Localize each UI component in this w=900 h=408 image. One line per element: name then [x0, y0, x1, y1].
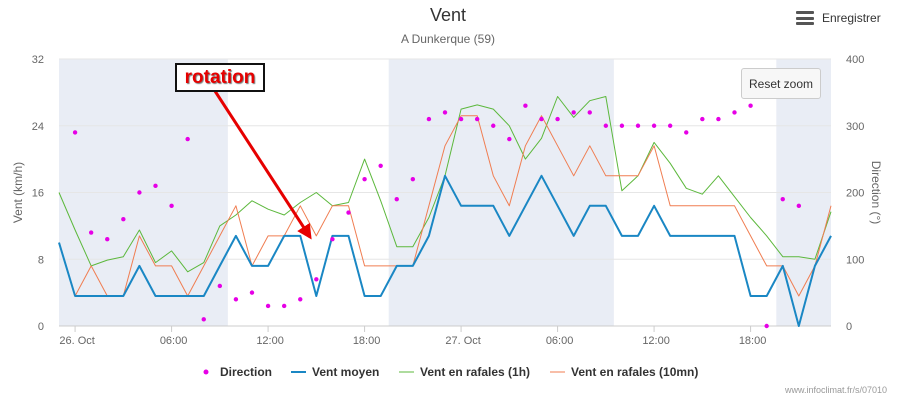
legend-marker-direction: [203, 369, 209, 375]
direction-point: [571, 110, 576, 115]
legend-label-rafales-1h: Vent en rafales (1h): [420, 365, 530, 379]
legend-label-rafales-10mn: Vent en rafales (10mn): [571, 365, 698, 379]
x-tick-label: 27. Oct: [445, 335, 480, 347]
direction-point: [72, 130, 78, 135]
direction-point: [233, 297, 239, 302]
direction-point: [169, 203, 174, 209]
direction-point: [153, 183, 158, 189]
direction-point: [732, 110, 737, 115]
grid-lines: [59, 58, 831, 327]
direction-point: [362, 176, 367, 182]
direction-point: [265, 303, 271, 309]
direction-point: [298, 297, 303, 302]
direction-point: [105, 237, 110, 242]
direction-point: [667, 123, 673, 128]
rotation-annotation-label: rotation: [184, 67, 256, 88]
direction-point: [523, 103, 528, 108]
legend-item-direction[interactable]: Direction: [203, 365, 273, 379]
hamburger-menu-icon: [796, 11, 814, 25]
x-tick-label: 12:00: [642, 335, 670, 347]
y-left-tick-label: 16: [32, 188, 44, 200]
x-tick-label: 12:00: [256, 335, 284, 347]
direction-point: [619, 123, 625, 128]
direction-point: [88, 230, 94, 235]
legend: Direction Vent moyen Vent en rafales (1h…: [203, 365, 698, 379]
direction-point: [748, 103, 753, 108]
x-tick-label: 18:00: [353, 335, 381, 347]
direction-point: [587, 110, 592, 115]
direction-point: [700, 116, 705, 122]
direction-point: [217, 283, 223, 289]
y-left-tick-label: 8: [38, 254, 44, 266]
export-button[interactable]: Enregistrer: [796, 11, 881, 25]
legend-label-direction: Direction: [220, 365, 272, 379]
direction-point: [539, 116, 544, 122]
y-right-tick-label: 200: [846, 188, 864, 200]
direction-point: [780, 196, 785, 202]
direction-point: [716, 116, 721, 122]
direction-point: [410, 176, 416, 182]
rotation-annotation: rotation: [175, 63, 265, 92]
legend-label-vent-moyen: Vent moyen: [312, 365, 379, 379]
export-label: Enregistrer: [822, 11, 881, 25]
direction-point: [426, 116, 432, 122]
direction-point: [474, 116, 480, 122]
direction-point: [442, 110, 448, 115]
annotation-arrow: [211, 87, 312, 240]
direction-point: [764, 323, 769, 329]
chart-subtitle: A Dunkerque (59): [400, 32, 496, 46]
y-left-tick-label: 0: [38, 321, 44, 333]
direction-point: [394, 196, 399, 202]
direction-point: [121, 217, 126, 222]
x-tick-label: 18:00: [739, 335, 767, 347]
direction-point: [137, 190, 142, 195]
chart-title: Vent: [429, 5, 467, 25]
direction-point: [635, 123, 641, 128]
direction-point: [458, 116, 464, 122]
direction-point: [346, 210, 351, 215]
direction-point: [314, 277, 319, 282]
direction-point: [651, 123, 657, 128]
reset-zoom-button[interactable]: Reset zoom: [741, 68, 821, 99]
x-tick-label: 06:00: [160, 335, 188, 347]
y-left-tick-label: 24: [32, 121, 44, 133]
y-right-tick-label: 0: [846, 321, 852, 333]
direction-point: [185, 136, 190, 142]
y-right-tick-label: 400: [846, 54, 864, 66]
direction-point: [378, 163, 383, 168]
direction-point: [603, 123, 609, 128]
legend-item-vent-moyen[interactable]: Vent moyen: [291, 365, 379, 379]
series-line-vent-moyen: [58, 174, 832, 327]
direction-point: [507, 136, 512, 142]
direction-point: [684, 130, 689, 135]
y-right-tick-label: 300: [846, 121, 864, 133]
x-tick-label: 26. Oct: [59, 335, 94, 347]
direction-point: [201, 317, 206, 322]
direction-point: [491, 123, 496, 128]
axes: 0 8 16 24 32 0 100 200 300 400 26. Oct 06:00 12:00 18…: [11, 54, 883, 347]
direction-point: [330, 237, 335, 242]
y-right-tick-label: 100: [846, 254, 864, 266]
x-tick-label: 06:00: [546, 335, 574, 347]
legend-item-rafales-1h[interactable]: Vent en rafales (1h): [399, 365, 530, 379]
y-left-tick-label: 32: [32, 54, 44, 66]
legend-item-rafales-10mn[interactable]: Vent en rafales (10mn): [550, 365, 698, 379]
direction-point: [249, 290, 255, 295]
direction-point: [555, 116, 560, 122]
credits-link[interactable]: www.infoclimat.fr/s/07010: [784, 385, 887, 395]
direction-point: [281, 303, 287, 309]
y-right-axis-title: Direction (°): [869, 161, 883, 224]
direction-point: [796, 203, 802, 209]
series-layer: [58, 96, 832, 329]
y-left-axis-title: Vent (km/h): [11, 162, 25, 223]
